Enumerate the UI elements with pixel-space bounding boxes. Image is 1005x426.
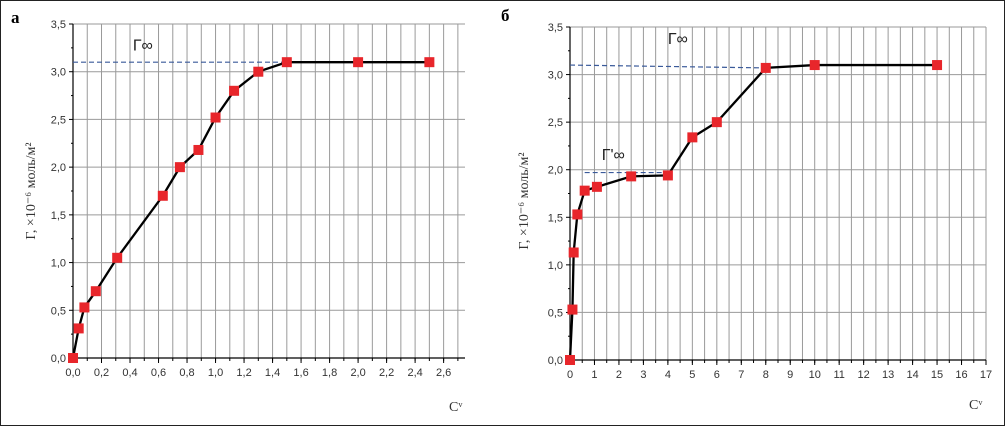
- x-tick-label: 1: [591, 369, 597, 381]
- data-point-marker: [572, 209, 583, 220]
- chart-panel-2: 0,00,51,01,52,02,53,03,50 1 2 3 4 5 6 7 8 9 10 11 12…: [501, 6, 992, 413]
- data-point-marker: [281, 57, 292, 68]
- y-tick-label: 3,0: [51, 67, 66, 79]
- reference-line-label: Г∞: [668, 31, 688, 48]
- x-tick-label: 15: [931, 369, 943, 381]
- data-point-marker: [424, 57, 435, 68]
- data-point-marker: [932, 60, 943, 71]
- x-tick-label: 2,2: [379, 367, 394, 379]
- y-tick-label: 3,5: [548, 22, 563, 34]
- x-tick-label: 1,4: [265, 367, 280, 379]
- x-tick-label: 6: [714, 369, 720, 381]
- data-point-marker: [193, 144, 204, 155]
- x-tick-label: 17: [980, 369, 992, 381]
- chart-panel-1: 0,0 0,5 1,0 1,5 2,0 2,5 3,0 3,5 0,0 0,2 0,4 0,6 0,8 1…: [11, 8, 465, 415]
- x-tick-label: 0,0: [65, 367, 80, 379]
- x-tick-label: 2,6: [436, 367, 451, 379]
- y-tick-label: 1,5: [548, 212, 563, 224]
- y-tick-label: 1,0: [548, 260, 563, 272]
- data-point-marker: [687, 132, 698, 143]
- data-point-marker: [591, 181, 602, 192]
- y-tick-label: 0,0: [548, 355, 563, 367]
- x-tick-label: 1,6: [293, 367, 308, 379]
- data-point-marker: [662, 170, 673, 181]
- x-tick-label: 7: [738, 369, 744, 381]
- data-point-marker: [626, 171, 637, 182]
- x-tick-label: 2,0: [350, 367, 365, 379]
- data-point-marker: [229, 85, 240, 96]
- panel-label: б: [501, 6, 510, 25]
- x-tick-label: 2: [616, 369, 622, 381]
- y-tick-label: 2,5: [51, 114, 66, 126]
- y-tick-label: 0,5: [548, 307, 563, 319]
- data-point-marker: [253, 66, 264, 77]
- data-point-marker: [565, 355, 575, 365]
- x-tick-label: 1,0: [208, 367, 223, 379]
- data-point-marker: [73, 323, 84, 334]
- reference-line-label: Г'∞: [602, 147, 625, 164]
- data-point-marker: [112, 252, 123, 263]
- x-tick-label: 11: [833, 369, 844, 381]
- data-point-marker: [68, 353, 78, 363]
- x-tick-label: 0,8: [179, 367, 194, 379]
- x-axis-label: Cᵛ: [969, 398, 983, 413]
- y-tick-label: 2,0: [51, 162, 66, 174]
- x-tick-label: 9: [787, 369, 793, 381]
- data-point-marker: [157, 190, 168, 201]
- x-tick-label: 13: [882, 369, 894, 381]
- y-tick-label: 3,0: [548, 70, 563, 82]
- x-tick-label: 16: [955, 369, 967, 381]
- x-tick-label: 1,2: [236, 367, 251, 379]
- panel-label: а: [11, 8, 20, 27]
- x-tick-label: 5: [689, 369, 695, 381]
- y-axis-label: Г, ×10⁻⁶ моль/м²: [517, 152, 532, 249]
- data-point-marker: [568, 247, 579, 258]
- data-point-marker: [579, 185, 590, 196]
- x-tick-label: 0: [567, 369, 573, 381]
- y-tick-label: 0,0: [51, 353, 66, 365]
- x-tick-label: 8: [763, 369, 769, 381]
- reference-line-label: Г∞: [133, 38, 153, 55]
- x-tick-label: 1,8: [322, 367, 337, 379]
- data-point-marker: [353, 57, 364, 68]
- x-tick-label: 12: [858, 369, 870, 381]
- data-point-marker: [90, 286, 101, 297]
- reference-line-dashed: [569, 64, 766, 69]
- x-tick-label: 0,4: [122, 367, 137, 379]
- y-tick-label: 2,0: [548, 165, 563, 177]
- x-tick-label: 0,6: [151, 367, 166, 379]
- x-tick-label: 10: [809, 369, 821, 381]
- y-tick-label: 3,5: [51, 19, 66, 31]
- x-tick-label: 0,2: [94, 367, 109, 379]
- y-tick-label: 2,5: [548, 117, 563, 129]
- x-tick-label: 3: [640, 369, 646, 381]
- data-point-marker: [567, 304, 578, 315]
- x-axis-label: Cᵛ: [449, 400, 463, 415]
- data-point-marker: [711, 117, 722, 128]
- data-point-marker: [210, 112, 221, 123]
- x-tick-label: 14: [906, 369, 918, 381]
- x-tick-label: 4: [665, 369, 671, 381]
- data-point-marker: [79, 302, 90, 313]
- y-tick-label: 1,5: [51, 210, 66, 222]
- y-tick-label: 0,5: [51, 305, 66, 317]
- y-axis-label: Г, ×10⁻⁶ моль/м²: [24, 142, 39, 239]
- data-point-marker: [760, 62, 771, 73]
- x-tick-label: 2,4: [407, 367, 422, 379]
- data-series-line: [71, 61, 430, 359]
- y-tick-label: 1,0: [51, 258, 66, 270]
- data-point-marker: [174, 162, 185, 173]
- data-point-marker: [809, 60, 820, 71]
